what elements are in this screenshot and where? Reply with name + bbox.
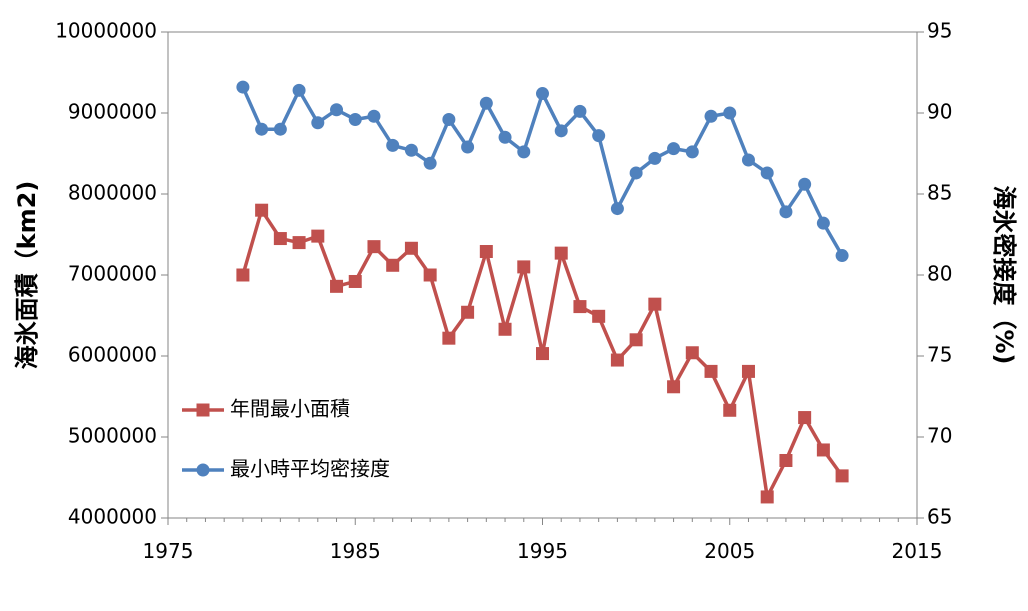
data-point-circle [330,103,344,117]
x-tick-label: 2015 [892,539,943,563]
y-left-tick-label: 10000000 [55,19,157,43]
data-point-circle [236,80,250,94]
data-point-square [685,346,699,360]
data-point-square [479,245,493,259]
data-point-square [610,353,624,367]
data-point-square [536,347,549,361]
data-point-circle [667,142,681,156]
data-point-circle [835,249,849,263]
data-point-circle [461,140,475,154]
data-point-circle [536,87,549,101]
data-point-circle [648,151,662,165]
y-left-tick-label: 4000000 [68,505,157,529]
data-point-circle [479,96,493,110]
data-point-circle [442,112,456,126]
data-point-square [517,260,531,274]
y-right-tick-label: 80 [927,262,952,286]
data-point-square [330,279,344,293]
data-point-circle [255,122,269,136]
y-right-tick-label: 75 [927,343,952,367]
data-point-square [573,300,587,314]
data-point-square [760,490,774,504]
x-tick-label: 1985 [330,539,381,563]
data-point-circle [348,112,362,126]
data-point-square [798,411,812,425]
legend-marker-square [196,403,210,417]
data-point-circle [723,106,737,120]
data-point-square [741,364,755,378]
data-point-square [404,241,418,255]
data-point-square [311,229,325,243]
data-point-square [667,380,681,394]
data-point-circle [554,124,568,138]
data-point-circle [311,116,325,130]
data-point-circle [760,166,774,180]
data-point-square [292,236,306,250]
y-right-axis-title: 海氷密接度（%) [990,185,1018,364]
data-point-circle [592,129,606,143]
data-point-circle [704,109,718,123]
data-point-square [367,240,381,254]
data-point-square [498,322,512,336]
data-point-circle [798,177,812,191]
y-right-tick-label: 95 [927,19,952,43]
x-tick-label: 1975 [143,539,194,563]
plot-frame [167,31,918,519]
data-point-circle [779,205,793,219]
data-point-circle [498,130,512,144]
y-left-tick-label: 5000000 [68,424,157,448]
y-right-tick-label: 90 [927,100,952,124]
legend-marker-circle [196,463,210,477]
data-point-circle [685,145,699,159]
data-point-square [704,364,718,378]
data-point-square [723,403,737,417]
y-left-axis-title: 海氷面積（km2) [13,181,41,370]
y-right-tick-label: 85 [927,181,952,205]
data-point-square [348,274,362,288]
data-point-circle [573,104,587,118]
y-right-tick-label: 70 [927,424,952,448]
data-point-circle [273,122,287,136]
data-point-square [648,297,662,311]
data-point-square [835,469,849,483]
data-point-circle [741,153,755,167]
legend-label: 年間最小面積 [230,397,350,421]
data-point-circle [629,166,643,180]
data-point-square [461,305,475,319]
data-point-circle [423,156,437,170]
data-point-circle [816,216,830,230]
data-point-circle [386,138,400,152]
data-point-square [236,268,250,282]
legend-label: 最小時平均密接度 [230,457,390,481]
data-point-circle [517,145,531,159]
data-point-square [386,258,400,272]
data-point-circle [367,109,381,123]
y-left-tick-label: 8000000 [68,181,157,205]
x-tick-label: 2005 [704,539,755,563]
data-point-square [816,443,830,457]
y-left-tick-label: 6000000 [68,343,157,367]
data-point-square [255,203,269,217]
data-point-circle [292,83,306,97]
y-right-tick-label: 65 [927,505,952,529]
data-point-square [442,331,456,345]
data-point-square [554,246,568,260]
data-point-square [423,268,437,282]
data-point-square [629,333,643,347]
data-point-square [273,232,287,246]
data-point-circle [610,202,624,216]
y-left-tick-label: 9000000 [68,100,157,124]
x-tick-label: 1995 [517,539,568,563]
data-point-square [779,453,793,467]
data-point-circle [404,143,418,157]
data-point-square [592,309,606,323]
y-left-tick-label: 7000000 [68,262,157,286]
